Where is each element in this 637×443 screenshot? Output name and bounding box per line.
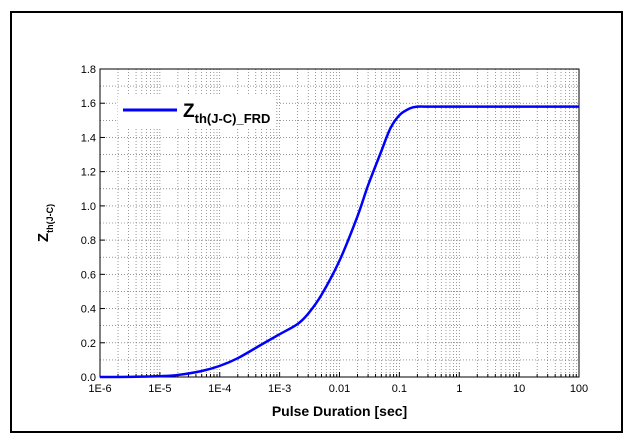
x-tick-label: 0.01 [329,383,350,395]
x-tick-label: 1E-4 [208,383,231,395]
y-tick-label: 1.8 [81,64,96,76]
x-axis-label: Pulse Duration [sec] [272,403,407,419]
series-group [99,105,580,379]
legend-label-main: Z [183,101,195,122]
y-axis-label-sub: th(J-C) [45,204,55,233]
series-line [99,105,580,379]
y-tick-label: 0.6 [81,269,96,281]
legend-label-sub: th(J-C)_FRD [195,111,271,126]
legend: Zth(J-C)_FRD [118,95,276,129]
x-tick-label: 100 [570,383,588,395]
x-tick-label: 1E-5 [148,383,171,395]
y-tick-label: 0.0 [81,372,96,384]
chart-frame [10,11,623,433]
legend-box [118,95,276,129]
x-tick-label: 0.1 [392,383,407,395]
y-axis-label: Zth(J-C) [35,204,55,242]
y-tick-label: 1.4 [81,132,96,144]
y-tick-label: 0.8 [81,235,96,247]
x-tick-label: 1E-3 [268,383,291,395]
y-tick-label: 1.2 [81,167,96,179]
y-axis-label-main: Z [35,233,52,242]
y-tick-label: 0.4 [81,304,96,316]
y-tick-label: 1.6 [81,98,96,110]
x-tick-label: 1 [456,383,462,395]
x-tick-label: 1E-6 [88,383,111,395]
y-tick-label: 1.0 [81,201,96,213]
x-tick-label: 10 [513,383,525,395]
legend-label: Zth(J-C)_FRD [183,101,270,126]
y-tick-label: 0.2 [81,338,96,350]
ticks: 1E-6 1E-5 1E-4 1E-3 0.01 0.1 1 10 100 0.0 0.2 0.4 0.… [81,64,588,395]
